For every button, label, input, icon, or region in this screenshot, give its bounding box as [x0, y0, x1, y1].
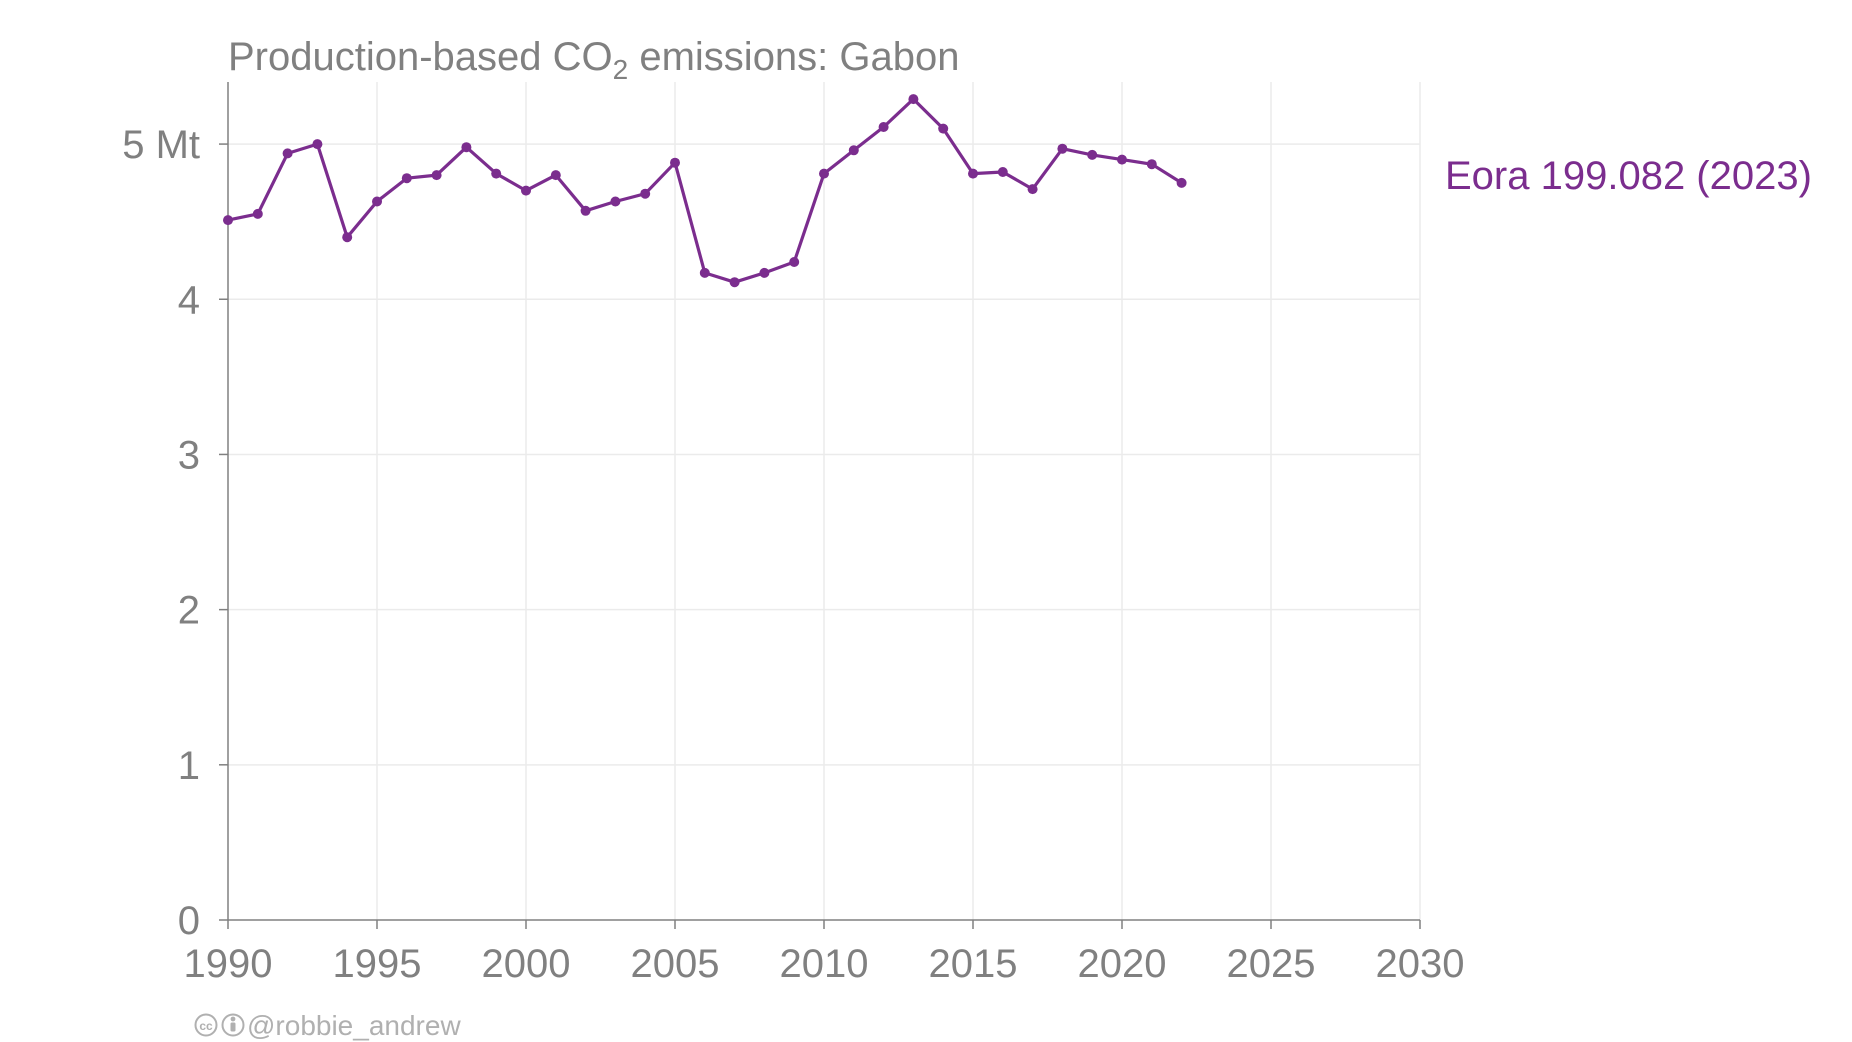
data-point [282, 148, 293, 159]
data-point [491, 168, 502, 179]
data-point [1027, 184, 1038, 195]
data-point [938, 123, 949, 134]
data-point [1087, 149, 1098, 160]
data-point [342, 232, 353, 243]
attribution-icon [221, 1013, 245, 1037]
title-subscript: 2 [613, 54, 629, 85]
data-point [521, 185, 531, 196]
y-tick-label: 5 Mt [122, 123, 200, 167]
data-point [1146, 159, 1157, 170]
data-point [997, 167, 1008, 177]
chart-title: Production-based CO2 emissions: Gabon [228, 35, 960, 85]
data-point [223, 215, 233, 226]
data-point [372, 196, 382, 207]
data-point [819, 168, 829, 179]
data-point [968, 168, 978, 179]
gridlines [228, 82, 1421, 920]
axes [219, 82, 1421, 929]
data-point [640, 188, 651, 199]
data-point [550, 170, 561, 181]
data-point [789, 257, 800, 267]
x-tick-label: 2010 [780, 942, 869, 986]
data-point [580, 205, 591, 216]
series-line [226, 97, 1184, 284]
credit-text: @robbie_andrew [247, 1010, 461, 1041]
data-point [1117, 154, 1127, 165]
data-point [1057, 143, 1068, 154]
title-suffix: emissions: Gabon [628, 35, 959, 79]
data-point [878, 122, 889, 132]
data-point [848, 145, 859, 156]
y-tick-label: 3 [178, 433, 200, 477]
data-point [610, 196, 621, 207]
x-tick-label: 2025 [1227, 942, 1316, 986]
x-tick-label: 2020 [1078, 942, 1167, 986]
data-point [699, 267, 710, 278]
data-point [431, 170, 442, 181]
x-tick-label: 1995 [333, 942, 422, 986]
data-point [759, 267, 770, 278]
data-point [401, 173, 412, 184]
cc-icon: cc [194, 1013, 218, 1037]
x-tick-label: 2000 [482, 942, 571, 986]
y-tick-label: 2 [178, 589, 200, 633]
data-point [1176, 177, 1187, 188]
y-tick-label: 1 [178, 744, 200, 788]
series-label: Eora 199.082 (2023) [1445, 154, 1812, 198]
series-layer [223, 94, 1187, 288]
x-tick-label: 2005 [631, 942, 720, 986]
credit: cc @robbie_andrew [194, 1010, 461, 1041]
data-point [729, 277, 740, 288]
data-point [908, 94, 919, 105]
y-tick-label: 4 [178, 278, 200, 322]
x-tick-label: 1990 [184, 942, 273, 986]
svg-text:cc: cc [199, 1019, 213, 1033]
x-tick-label: 2030 [1376, 942, 1465, 986]
data-point [312, 139, 323, 150]
x-tick-label: 2015 [929, 942, 1018, 986]
labels: 1990 1995 2000 2005 2010 2015 2020 2025 2030 0 1 2 3… [122, 123, 1812, 986]
data-point [461, 142, 472, 153]
data-point [670, 157, 680, 168]
y-tick-label: 0 [178, 899, 200, 943]
data-point [252, 208, 263, 219]
title-prefix: Production-based CO [228, 35, 613, 79]
